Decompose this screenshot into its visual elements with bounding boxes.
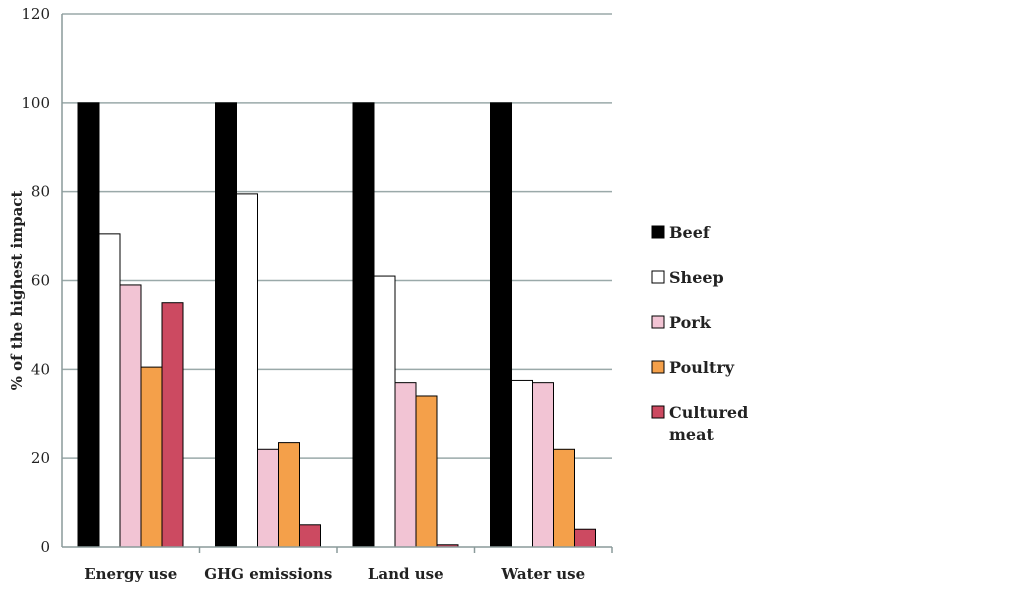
bar-beef-energy-use <box>77 102 100 548</box>
bar-cultured-meat-ghg-emissions <box>299 524 321 548</box>
y-tick-label: 120 <box>21 5 50 23</box>
legend-swatch <box>651 270 665 284</box>
bar-pork-water-use <box>532 382 554 548</box>
legend-label: Sheep <box>669 268 724 287</box>
x-category-label: Energy use <box>84 565 177 583</box>
bar-sheep-energy-use <box>98 233 121 548</box>
legend-swatch <box>651 315 665 329</box>
bar-pork-ghg-emissions <box>257 448 279 548</box>
y-tick-label: 80 <box>31 183 50 201</box>
x-category-label: GHG emissions <box>204 565 332 583</box>
legend-label: Cultured meat <box>669 403 748 444</box>
legend-swatch <box>651 405 665 419</box>
y-tick-label: 20 <box>31 449 50 467</box>
x-category-label: Water use <box>500 565 585 583</box>
bar-sheep-land-use <box>373 275 396 548</box>
bar-cultured-meat-water-use <box>574 528 596 548</box>
bar-beef-land-use <box>352 102 375 548</box>
bar-beef-water-use <box>490 102 512 548</box>
bar-poultry-ghg-emissions <box>278 442 300 548</box>
legend-swatch <box>651 225 665 239</box>
bars <box>77 102 596 548</box>
y-tick-label: 100 <box>21 94 50 112</box>
bar-poultry-water-use <box>553 448 575 548</box>
legend-label: Pork <box>669 313 712 332</box>
legend: Beef Sheep Pork Poultry Cultured meat <box>651 223 748 444</box>
y-tick-label: 60 <box>31 272 50 290</box>
legend-label: Beef <box>669 223 711 242</box>
legend-swatch <box>651 360 665 374</box>
axes: 0 20 40 60 80 100 120 Energy use GHG emissions La… <box>21 5 613 583</box>
y-tick-label: 40 <box>31 360 50 378</box>
bar-pork-land-use <box>394 382 417 548</box>
bar-poultry-energy-use <box>140 366 163 548</box>
bar-beef-ghg-emissions <box>215 102 237 548</box>
bar-cultured-meat-energy-use <box>161 302 184 548</box>
y-tick-label: 0 <box>40 538 50 556</box>
bar-pork-energy-use <box>119 284 142 548</box>
bar-sheep-water-use <box>511 379 533 548</box>
x-category-label: Land use <box>368 565 444 583</box>
legend-label: Poultry <box>669 358 735 377</box>
y-axis-label: % of the highest impact <box>8 191 26 391</box>
bar-sheep-ghg-emissions <box>236 193 258 548</box>
bar-poultry-land-use <box>415 395 438 548</box>
